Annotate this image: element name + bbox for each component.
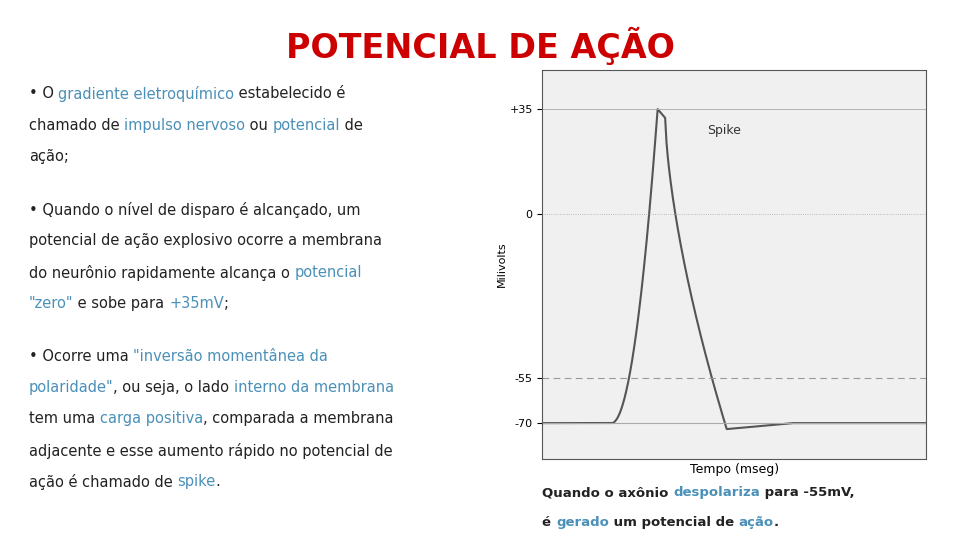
Text: ação;: ação; <box>29 149 69 164</box>
Text: potencial: potencial <box>273 118 340 133</box>
Text: chamado de: chamado de <box>29 118 124 133</box>
Text: , ou seja, o lado: , ou seja, o lado <box>113 380 234 395</box>
Text: +35mV: +35mV <box>169 296 224 311</box>
Text: gradiente eletroquímico: gradiente eletroquímico <box>59 86 234 103</box>
Text: adjacente e esse aumento rápido no potencial de: adjacente e esse aumento rápido no poten… <box>29 443 393 459</box>
Text: ação é chamado de: ação é chamado de <box>29 474 178 490</box>
Text: um potencial de: um potencial de <box>609 516 738 529</box>
Text: ação: ação <box>738 516 774 529</box>
Text: • Ocorre uma: • Ocorre uma <box>29 349 133 364</box>
Text: para -55mV,: para -55mV, <box>760 486 854 499</box>
Text: ou: ou <box>245 118 273 133</box>
Text: .: . <box>215 474 220 489</box>
Text: Spike: Spike <box>708 124 741 137</box>
Text: é: é <box>542 516 556 529</box>
Text: de: de <box>340 118 363 133</box>
Text: ;: ; <box>224 296 228 311</box>
Text: potencial de ação explosivo ocorre a membrana: potencial de ação explosivo ocorre a mem… <box>29 233 382 248</box>
Text: tem uma: tem uma <box>29 411 100 427</box>
Text: "inversão momentânea da: "inversão momentânea da <box>133 349 328 364</box>
Text: Quando o axônio: Quando o axônio <box>542 486 673 499</box>
Text: .: . <box>774 516 779 529</box>
Text: • O: • O <box>29 86 59 102</box>
Text: carga positiva: carga positiva <box>100 411 203 427</box>
X-axis label: Tempo (mseg): Tempo (mseg) <box>690 463 779 476</box>
Text: estabelecido é: estabelecido é <box>234 86 346 102</box>
Text: gerado: gerado <box>556 516 609 529</box>
Text: interno da membrana: interno da membrana <box>234 380 395 395</box>
Y-axis label: Milivolts: Milivolts <box>496 242 507 287</box>
Text: "zero": "zero" <box>29 296 73 311</box>
Text: e sobe para: e sobe para <box>73 296 169 311</box>
Text: polaridade": polaridade" <box>29 380 113 395</box>
Text: despolariza: despolariza <box>673 486 760 499</box>
Text: potencial: potencial <box>295 265 362 280</box>
Text: do neurônio rapidamente alcança o: do neurônio rapidamente alcança o <box>29 265 295 281</box>
Text: spike: spike <box>178 474 215 489</box>
Text: POTENCIAL DE AÇÃO: POTENCIAL DE AÇÃO <box>285 27 675 65</box>
Text: , comparada a membrana: , comparada a membrana <box>203 411 394 427</box>
Text: impulso nervoso: impulso nervoso <box>124 118 245 133</box>
Text: • Quando o nível de disparo é alcançado, um: • Quando o nível de disparo é alcançado,… <box>29 202 360 218</box>
